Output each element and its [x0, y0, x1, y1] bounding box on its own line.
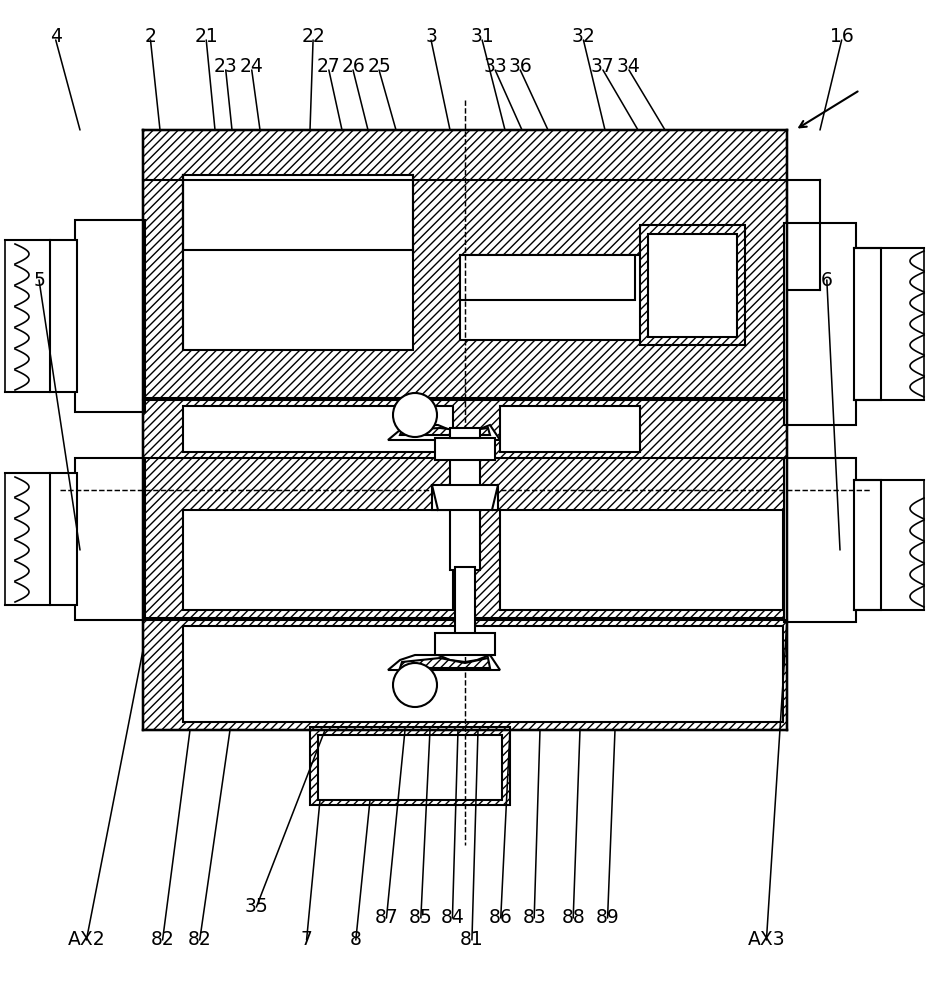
Polygon shape: [390, 427, 497, 439]
Text: 36: 36: [508, 57, 532, 76]
Text: 21: 21: [194, 27, 218, 46]
Text: 85: 85: [408, 908, 432, 927]
Bar: [432, 485, 497, 510]
Text: 87: 87: [374, 908, 398, 927]
Text: 4: 4: [50, 27, 61, 46]
Bar: [434, 633, 495, 655]
Bar: [183, 626, 782, 722]
Bar: [310, 727, 509, 805]
Text: 3: 3: [425, 27, 436, 46]
Text: 24: 24: [239, 57, 264, 76]
Text: 7: 7: [301, 930, 312, 949]
Bar: [853, 480, 880, 610]
Text: 88: 88: [561, 908, 585, 927]
Polygon shape: [400, 428, 489, 435]
Bar: [183, 406, 453, 452]
Polygon shape: [388, 425, 499, 440]
Text: 33: 33: [483, 57, 507, 76]
Text: 26: 26: [341, 57, 365, 76]
Text: 35: 35: [244, 897, 268, 916]
Bar: [75, 458, 145, 620]
Text: 5: 5: [33, 270, 45, 290]
Text: AX3: AX3: [747, 930, 784, 949]
Bar: [853, 248, 880, 400]
Text: 82: 82: [187, 930, 212, 949]
Text: 8: 8: [350, 930, 361, 949]
Circle shape: [393, 663, 436, 707]
Bar: [183, 175, 413, 350]
Text: 82: 82: [150, 930, 174, 949]
Text: 86: 86: [488, 908, 512, 927]
Bar: [459, 255, 635, 300]
Text: 31: 31: [470, 27, 494, 46]
Text: 83: 83: [522, 908, 546, 927]
Bar: [499, 406, 639, 452]
Text: 84: 84: [440, 908, 464, 927]
Bar: [783, 223, 855, 425]
Bar: [317, 735, 501, 800]
Text: 25: 25: [367, 57, 391, 76]
Bar: [648, 234, 736, 337]
Text: 2: 2: [145, 27, 156, 46]
Polygon shape: [400, 658, 489, 668]
Bar: [143, 458, 786, 620]
Bar: [143, 618, 786, 730]
Text: 89: 89: [595, 908, 619, 927]
Bar: [434, 438, 495, 460]
Bar: [143, 398, 786, 460]
Bar: [183, 510, 453, 610]
Bar: [455, 567, 474, 635]
Text: 81: 81: [459, 930, 483, 949]
Bar: [499, 510, 782, 610]
Bar: [639, 225, 744, 345]
Text: 16: 16: [829, 27, 853, 46]
Text: 6: 6: [820, 270, 831, 290]
Circle shape: [393, 393, 436, 437]
Text: 34: 34: [616, 57, 640, 76]
Text: 37: 37: [590, 57, 614, 76]
Text: 22: 22: [301, 27, 325, 46]
Bar: [50, 240, 77, 392]
Circle shape: [393, 663, 436, 707]
Text: 32: 32: [571, 27, 595, 46]
Text: 23: 23: [213, 57, 238, 76]
Bar: [449, 440, 480, 570]
Bar: [50, 473, 77, 605]
Bar: [449, 428, 480, 438]
Polygon shape: [388, 655, 499, 670]
Bar: [783, 458, 855, 622]
Bar: [143, 130, 786, 400]
Bar: [75, 220, 145, 412]
Circle shape: [393, 393, 436, 437]
Bar: [459, 255, 699, 340]
Text: 27: 27: [316, 57, 341, 76]
Text: AX2: AX2: [68, 930, 105, 949]
